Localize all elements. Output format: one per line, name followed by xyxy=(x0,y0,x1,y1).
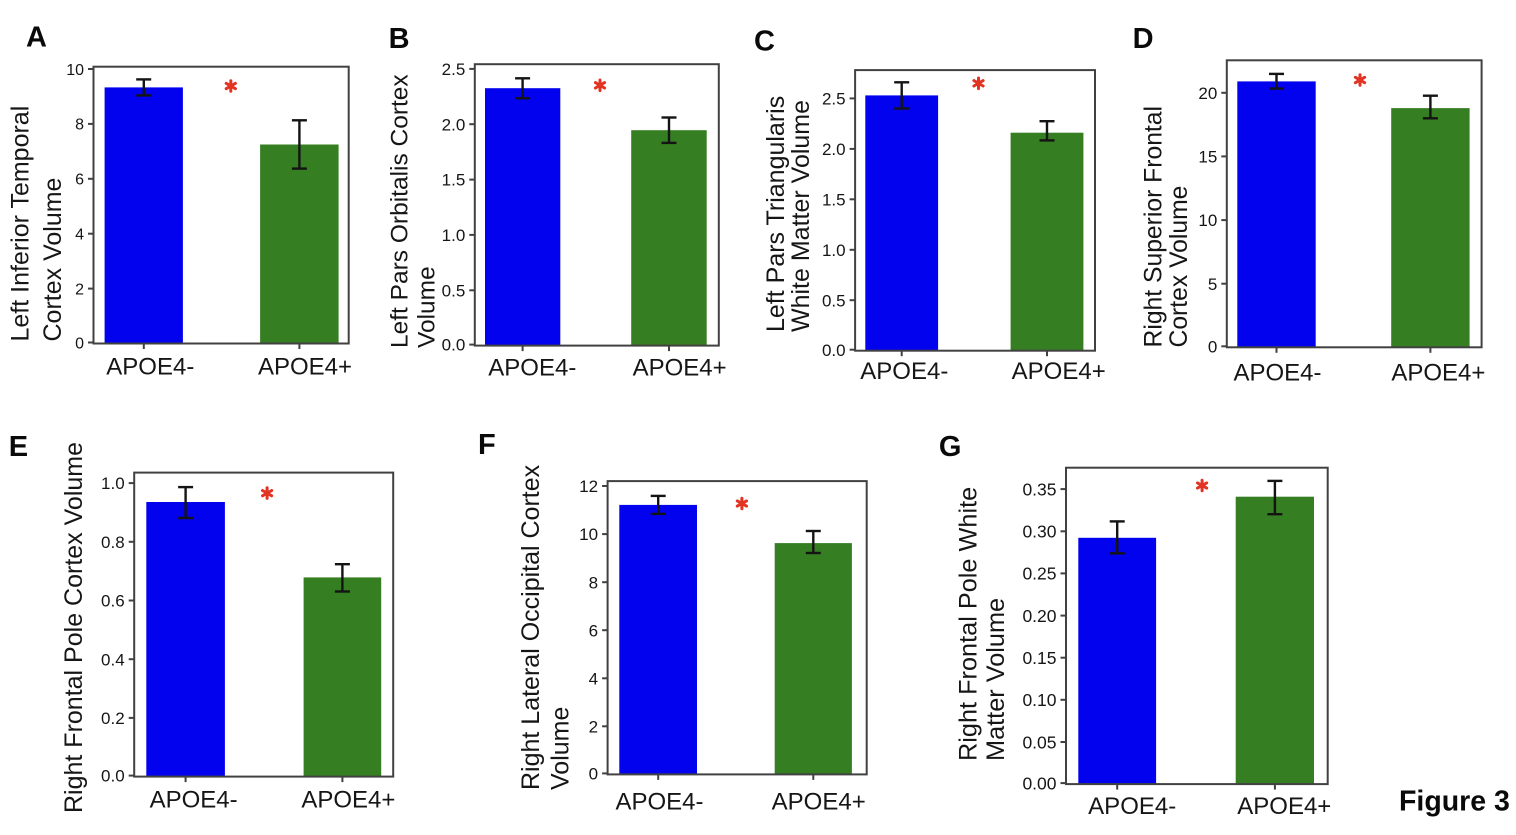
svg-text:APOE4-: APOE4- xyxy=(106,354,194,381)
svg-text:2: 2 xyxy=(75,281,84,298)
svg-text:APOE4+: APOE4+ xyxy=(301,787,395,814)
svg-text:8: 8 xyxy=(589,573,598,592)
svg-text:1.0: 1.0 xyxy=(442,226,466,245)
svg-text:Left Pars Orbitalis Cortex: Left Pars Orbitalis Cortex xyxy=(387,74,414,348)
svg-text:White Matter Volume: White Matter Volume xyxy=(787,100,815,332)
svg-text:0.20: 0.20 xyxy=(1022,606,1056,626)
svg-text:A: A xyxy=(26,21,47,53)
svg-text:APOE4+: APOE4+ xyxy=(1012,358,1106,385)
svg-text:1.5: 1.5 xyxy=(442,171,466,190)
svg-text:0.10: 0.10 xyxy=(1022,690,1056,710)
svg-text:15: 15 xyxy=(1198,148,1217,167)
svg-text:4: 4 xyxy=(75,227,84,244)
svg-text:Cortex Volume: Cortex Volume xyxy=(39,178,67,342)
svg-text:0.15: 0.15 xyxy=(1022,648,1056,668)
svg-text:D: D xyxy=(1133,23,1154,55)
svg-text:0.0: 0.0 xyxy=(101,767,125,786)
svg-text:0: 0 xyxy=(75,335,84,352)
svg-text:Right Frontal Pole White: Right Frontal Pole White xyxy=(955,487,983,761)
svg-text:APOE4-: APOE4- xyxy=(615,789,703,816)
svg-text:0.4: 0.4 xyxy=(101,650,125,669)
svg-text:10: 10 xyxy=(579,525,598,544)
svg-text:5: 5 xyxy=(1208,275,1217,294)
svg-text:APOE4+: APOE4+ xyxy=(1391,359,1485,386)
svg-text:0.0: 0.0 xyxy=(822,341,846,360)
svg-text:0: 0 xyxy=(589,765,598,784)
svg-text:2.5: 2.5 xyxy=(822,90,846,109)
svg-text:Right Frontal Pole Cortex Volu: Right Frontal Pole Cortex Volume xyxy=(60,442,88,813)
svg-text:0: 0 xyxy=(1208,337,1217,356)
svg-text:C: C xyxy=(754,25,775,57)
svg-text:20: 20 xyxy=(1198,84,1217,103)
svg-text:0.0: 0.0 xyxy=(442,336,466,355)
svg-text:B: B xyxy=(389,23,410,55)
svg-text:Left Pars Triangularis: Left Pars Triangularis xyxy=(762,96,790,332)
svg-text:Right Superior Frontal: Right Superior Frontal xyxy=(1141,106,1168,348)
svg-text:APOE4-: APOE4- xyxy=(1233,359,1321,386)
svg-text:8: 8 xyxy=(75,117,84,134)
svg-text:10: 10 xyxy=(66,62,84,79)
svg-text:APOE4+: APOE4+ xyxy=(772,789,866,816)
svg-text:2.0: 2.0 xyxy=(822,140,846,159)
svg-text:6: 6 xyxy=(589,621,598,640)
svg-text:Right Lateral Occipital Cortex: Right Lateral Occipital Cortex xyxy=(517,464,545,790)
svg-text:0.25: 0.25 xyxy=(1022,564,1056,584)
svg-text:0.05: 0.05 xyxy=(1022,732,1056,752)
svg-text:APOE4-: APOE4- xyxy=(488,354,576,381)
svg-text:0.35: 0.35 xyxy=(1022,479,1056,499)
svg-text:1.5: 1.5 xyxy=(822,190,846,209)
svg-text:0.30: 0.30 xyxy=(1022,522,1056,542)
svg-text:4: 4 xyxy=(589,669,598,688)
svg-text:2: 2 xyxy=(589,717,598,736)
svg-text:Volume: Volume xyxy=(547,707,575,790)
svg-text:0.00: 0.00 xyxy=(1022,773,1056,793)
svg-text:0.5: 0.5 xyxy=(442,281,466,300)
svg-text:12: 12 xyxy=(579,477,598,496)
svg-text:Figure 3: Figure 3 xyxy=(1399,786,1510,818)
svg-text:1.0: 1.0 xyxy=(101,474,125,493)
svg-text:1.0: 1.0 xyxy=(822,241,846,260)
svg-text:APOE4-: APOE4- xyxy=(860,358,948,385)
svg-text:2.0: 2.0 xyxy=(442,115,466,134)
svg-text:0.6: 0.6 xyxy=(101,592,125,611)
svg-text:F: F xyxy=(478,429,496,461)
svg-text:APOE4+: APOE4+ xyxy=(1237,793,1331,820)
svg-text:0.5: 0.5 xyxy=(822,291,846,310)
svg-text:0.2: 0.2 xyxy=(101,709,125,728)
svg-text:APOE4+: APOE4+ xyxy=(258,354,352,381)
svg-text:G: G xyxy=(939,431,962,463)
svg-text:2.5: 2.5 xyxy=(442,60,466,79)
svg-text:6: 6 xyxy=(75,172,84,189)
svg-text:Volume: Volume xyxy=(414,266,441,348)
svg-text:10: 10 xyxy=(1198,211,1217,230)
svg-text:Left Inferior Temporal: Left Inferior Temporal xyxy=(7,106,35,342)
svg-text:APOE4-: APOE4- xyxy=(1088,793,1176,820)
svg-text:Matter Volume: Matter Volume xyxy=(982,598,1010,761)
svg-text:APOE4+: APOE4+ xyxy=(633,354,727,381)
svg-text:Cortex Volume: Cortex Volume xyxy=(1166,186,1193,348)
svg-text:E: E xyxy=(9,431,28,463)
svg-text:APOE4-: APOE4- xyxy=(150,787,238,814)
svg-text:0.8: 0.8 xyxy=(101,533,125,552)
